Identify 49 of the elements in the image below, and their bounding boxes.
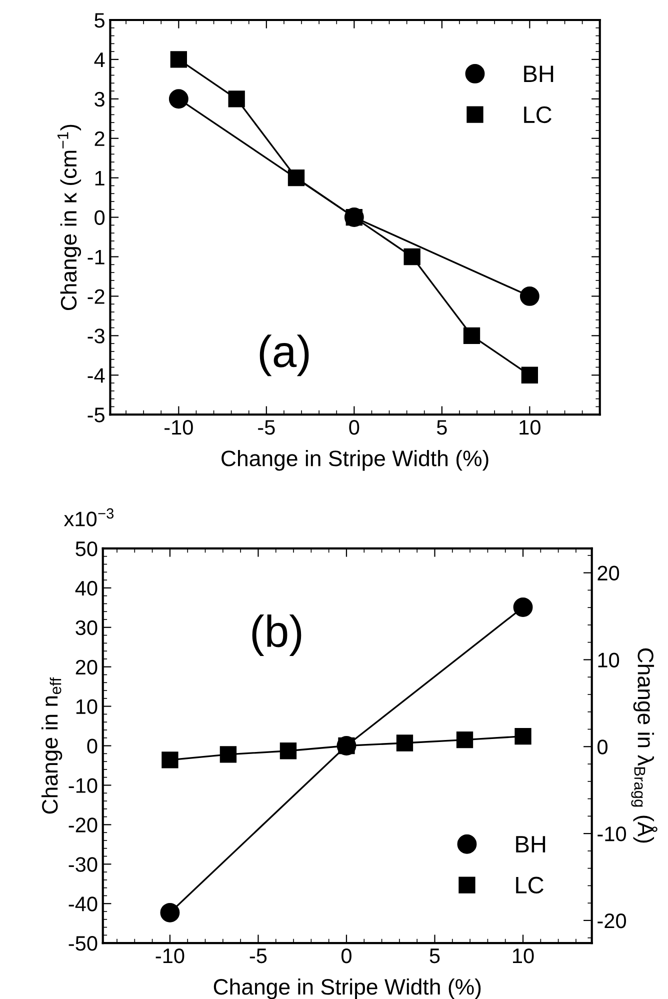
- y-tick-label: 40: [75, 580, 98, 596]
- y2-tick-label: -10: [598, 826, 626, 842]
- y2-tick-label: -20: [598, 913, 626, 928]
- x-tick-label: -10: [156, 948, 184, 964]
- x-tick-label: 5: [430, 948, 440, 964]
- y-tick-label: -20: [68, 818, 98, 832]
- x-tick-label: 5: [436, 420, 447, 435]
- y-tick-label: 10: [76, 699, 98, 714]
- legend-label: LC: [524, 106, 552, 124]
- legend-label: LC: [516, 876, 544, 894]
- y2-tick-label: 10: [598, 652, 620, 668]
- y-tick-label: -5: [88, 408, 104, 422]
- y2-axis-title: Change in λ$_{Bragg}$ (Å): [631, 648, 658, 843]
- x-tick-label: 0: [349, 420, 360, 435]
- y-tick-label: -4: [88, 368, 105, 383]
- legend-label: BH: [516, 836, 546, 852]
- y-tick-label: -40: [68, 896, 98, 912]
- y-tick-label: 5: [94, 13, 104, 28]
- x-tick-label: 0: [342, 948, 352, 964]
- x-tick-label: -5: [258, 420, 275, 435]
- y-tick-label: -30: [68, 857, 98, 872]
- y-tick-label: 3: [94, 92, 104, 107]
- y-tick-label: -3: [88, 328, 104, 344]
- y-tick-label: 50: [76, 541, 98, 556]
- annotation: (b): [252, 614, 302, 656]
- x-tick-label: -5: [250, 948, 267, 964]
- x-tick-label: 10: [520, 420, 540, 435]
- y-tick-label: -2: [88, 289, 104, 304]
- y-tick-label: 1: [95, 171, 104, 186]
- y-tick-label: 20: [76, 660, 98, 675]
- y-tick-label: -50: [68, 936, 98, 951]
- annotation: (a): [260, 334, 309, 376]
- y-axis-title: Change in κ (cm$^{−1}$): [58, 124, 82, 310]
- y-tick-label: 30: [76, 620, 98, 636]
- y-axis-title: Change in n$_{eff}$: [41, 677, 62, 814]
- y-tick-label: 2: [94, 131, 104, 146]
- y2-tick-label: 0: [598, 740, 608, 754]
- x-axis-title: Change in Stripe Width (%): [222, 450, 488, 471]
- y-tick-label: -1: [88, 250, 104, 264]
- y2-tick-label: 20: [598, 566, 620, 581]
- y-tick-label: 4: [94, 52, 105, 67]
- y-tick-label: 0: [94, 210, 105, 226]
- legend-label: BH: [524, 66, 554, 82]
- x-tick-label: 10: [513, 948, 534, 964]
- y-tick-label: -10: [68, 778, 98, 793]
- x-axis-title: Change in Stripe Width (%): [214, 978, 481, 999]
- y-tick-label: 0: [87, 738, 98, 754]
- x-tick-label: -10: [164, 420, 193, 435]
- text: x10$^{−3}$: [64, 508, 114, 526]
